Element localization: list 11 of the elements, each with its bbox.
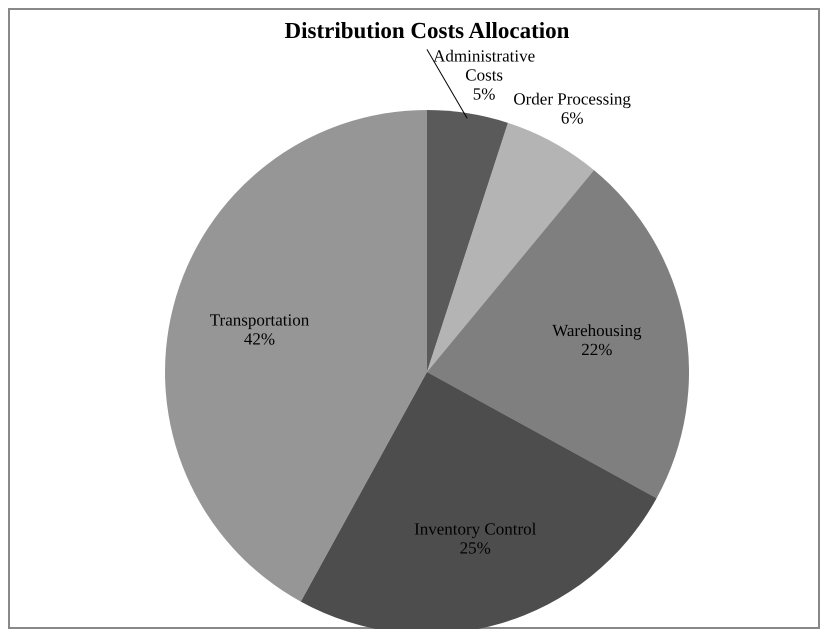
- chart-title: Distribution Costs Allocation: [284, 18, 570, 43]
- slice-label: Warehousing: [552, 321, 642, 340]
- data-label: 6%: [560, 108, 584, 128]
- data-label: 25%: [460, 538, 491, 558]
- slice-label: Order Processing: [513, 89, 632, 108]
- data-label: 42%: [244, 329, 276, 348]
- data-label: 22%: [581, 340, 612, 360]
- slice-label: Administrative Costs: [433, 46, 536, 84]
- data-label: 5%: [472, 84, 496, 104]
- slice-label: Transportation: [210, 310, 310, 330]
- slice-label: Inventory Control: [414, 520, 537, 539]
